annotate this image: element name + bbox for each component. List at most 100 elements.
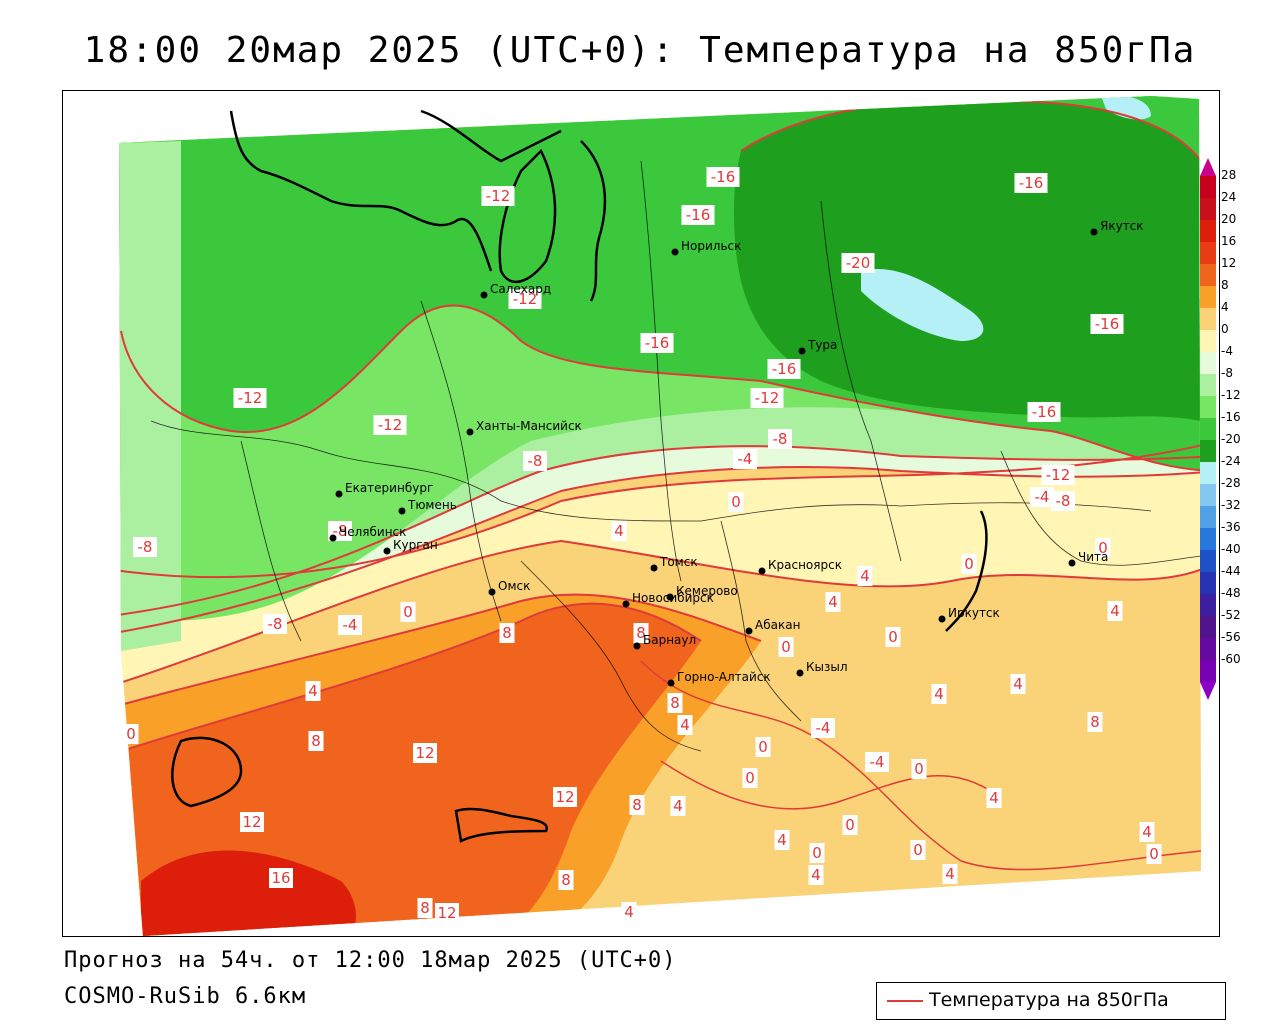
isotherm-label: 4	[942, 864, 958, 884]
city-marker[interactable]: Курган	[383, 538, 438, 555]
color-scale-top-arrow	[1200, 158, 1216, 176]
svg-text:8: 8	[632, 796, 642, 814]
isotherm-label: 8	[558, 870, 574, 890]
svg-text:-4: -4	[816, 719, 831, 737]
isotherm-label: 0	[911, 759, 927, 779]
city-marker[interactable]: Кемерово	[666, 584, 738, 601]
city-marker[interactable]: Горно-Алтайск	[667, 670, 771, 687]
isotherm-label: 16	[269, 868, 293, 888]
svg-text:8: 8	[502, 624, 512, 642]
isotherm-labels: -12 -16 -16 -16 -20 -12 -16 -16 -16 -12 -12 -16 -12 -…	[123, 167, 1162, 923]
city-marker[interactable]: Томск	[650, 555, 698, 572]
svg-text:-16: -16	[1095, 315, 1120, 333]
city-marker[interactable]: Тура	[798, 338, 838, 355]
city-marker[interactable]: Якутск	[1090, 219, 1144, 236]
svg-text:-8: -8	[528, 452, 543, 470]
isotherm-label: 4	[986, 788, 1002, 808]
city-marker[interactable]: Иркутск	[938, 606, 1000, 623]
isotherm-label: 0	[885, 627, 901, 647]
isotherm-label: -4	[733, 449, 757, 469]
map-area[interactable]: -12 -16 -16 -16 -20 -12 -16 -16 -16 -12 -12 -16 -12 -…	[62, 90, 1220, 937]
isotherm-label: 0	[728, 492, 744, 512]
isotherm-label: 4	[1010, 674, 1026, 694]
svg-text:4: 4	[624, 903, 634, 921]
isotherm-label: 8	[629, 795, 645, 815]
temperature-map: -12 -16 -16 -16 -20 -12 -16 -16 -16 -12 -12 -16 -12 -…	[63, 91, 1219, 936]
isotherm-label: -12	[750, 388, 784, 408]
city-label: Иркутск	[948, 606, 1000, 620]
color-scale-swatch	[1200, 594, 1216, 616]
city-dot	[796, 669, 804, 677]
city-marker[interactable]: Екатеринбург	[335, 481, 434, 498]
isotherm-label: 12	[240, 812, 264, 832]
isotherm-label: -12	[1041, 465, 1075, 485]
svg-text:-12: -12	[238, 389, 263, 407]
color-scale-item: -20	[1200, 432, 1280, 462]
city-marker[interactable]: Норильск	[671, 239, 742, 256]
color-scale-label: -60	[1221, 652, 1241, 666]
svg-text:0: 0	[758, 738, 768, 756]
color-scale-label: 8	[1221, 278, 1229, 292]
color-scale-label: -20	[1221, 432, 1241, 446]
isotherm-label: 8	[417, 898, 433, 918]
isotherm-label: 4	[808, 865, 824, 885]
city-marker[interactable]: Ханты-Мансийск	[466, 419, 582, 436]
city-marker[interactable]: Барнаул	[633, 633, 697, 650]
svg-text:0: 0	[845, 816, 855, 834]
city-marker[interactable]: Тюмень	[398, 498, 457, 515]
svg-text:-20: -20	[846, 254, 871, 272]
isotherm-label: 12	[435, 903, 459, 923]
color-scale-item: -8	[1200, 366, 1280, 396]
color-scale-swatch	[1200, 242, 1216, 264]
color-scale-label: -56	[1221, 630, 1241, 644]
city-marker[interactable]: Салехард	[480, 282, 552, 299]
color-scale-label: 24	[1221, 190, 1237, 204]
svg-text:-16: -16	[1032, 403, 1057, 421]
city-dot	[938, 615, 946, 623]
isotherm-label: 12	[413, 743, 437, 763]
city-label: Ханты-Мансийск	[476, 419, 582, 433]
city-dot	[622, 600, 630, 608]
svg-text:-4: -4	[738, 450, 753, 468]
city-marker[interactable]: Кызыл	[796, 660, 848, 677]
svg-text:-12: -12	[378, 416, 403, 434]
model-name: COSMO-RuSib 6.6км	[64, 984, 307, 1009]
svg-text:-4: -4	[1035, 488, 1050, 506]
color-scale-swatch	[1200, 484, 1216, 506]
svg-text:-8: -8	[268, 615, 283, 633]
svg-text:-8: -8	[1056, 492, 1071, 510]
svg-text:4: 4	[680, 716, 690, 734]
color-scale-item: -56	[1200, 630, 1280, 660]
isotherm-label: -16	[1027, 402, 1061, 422]
city-dot	[329, 534, 337, 542]
isotherm-label: 12	[553, 787, 577, 807]
city-marker[interactable]: Омск	[488, 579, 531, 596]
svg-text:-8: -8	[333, 522, 348, 540]
city-marker[interactable]: Абакан	[745, 618, 801, 635]
city-dot	[798, 347, 806, 355]
city-label: Омск	[498, 579, 530, 593]
svg-text:0: 0	[1098, 539, 1108, 557]
svg-text:-8: -8	[138, 538, 153, 556]
isotherm-label: 0	[809, 843, 825, 863]
color-scale-item: 8	[1200, 278, 1280, 308]
color-scale-item: 24	[1200, 190, 1280, 220]
color-scale-item: 20	[1200, 212, 1280, 242]
svg-text:0: 0	[914, 760, 924, 778]
svg-text:0: 0	[731, 493, 741, 511]
city-marker[interactable]: Чита	[1068, 550, 1109, 567]
city-marker[interactable]: Челябинск	[329, 525, 407, 542]
isotherm-label: -20	[841, 253, 875, 273]
isotherm-label: -16	[1014, 173, 1048, 193]
isotherm-label: -8	[768, 429, 792, 449]
legend-line-label: Температура на 850гПа	[929, 989, 1169, 1011]
color-scale-item: 16	[1200, 234, 1280, 264]
svg-text:12: 12	[555, 788, 574, 806]
city-marker[interactable]: Красноярск	[758, 558, 842, 575]
svg-text:0: 0	[745, 769, 755, 787]
color-scale-item: 12	[1200, 256, 1280, 286]
color-scale-swatch	[1200, 308, 1216, 330]
color-scale-swatch	[1200, 396, 1216, 418]
svg-text:4: 4	[614, 522, 624, 540]
city-dot	[335, 490, 343, 498]
